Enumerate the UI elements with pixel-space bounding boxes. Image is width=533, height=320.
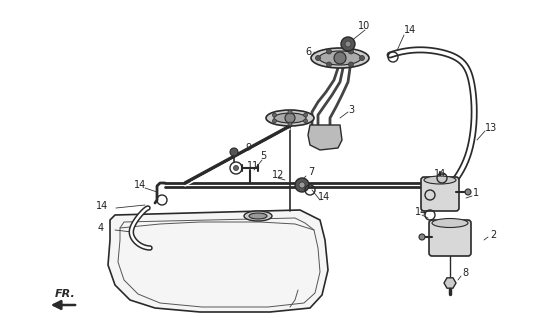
Circle shape <box>288 122 292 126</box>
Polygon shape <box>108 210 328 312</box>
Circle shape <box>230 148 238 156</box>
Circle shape <box>327 49 332 54</box>
Circle shape <box>345 41 351 47</box>
Circle shape <box>295 178 309 192</box>
Ellipse shape <box>266 110 314 126</box>
Circle shape <box>334 52 346 64</box>
Text: 5: 5 <box>260 151 266 161</box>
Ellipse shape <box>311 48 369 68</box>
Circle shape <box>349 49 353 54</box>
Circle shape <box>359 55 365 60</box>
Ellipse shape <box>249 213 267 219</box>
Circle shape <box>272 113 277 117</box>
Ellipse shape <box>319 51 361 65</box>
Circle shape <box>304 113 308 117</box>
Text: 11: 11 <box>247 161 259 171</box>
Circle shape <box>327 62 332 67</box>
Text: 8: 8 <box>462 268 468 278</box>
Text: 12: 12 <box>272 170 285 180</box>
Polygon shape <box>444 278 456 288</box>
Circle shape <box>304 119 308 123</box>
Circle shape <box>341 37 355 51</box>
Text: FR.: FR. <box>55 289 76 299</box>
FancyBboxPatch shape <box>421 177 459 211</box>
Text: 14: 14 <box>404 25 416 35</box>
Text: 3: 3 <box>348 105 354 115</box>
Polygon shape <box>308 125 342 150</box>
Text: 14: 14 <box>434 169 446 179</box>
Text: 4: 4 <box>98 223 104 233</box>
Circle shape <box>419 234 425 240</box>
Circle shape <box>285 113 295 123</box>
Text: 1: 1 <box>473 188 479 198</box>
FancyBboxPatch shape <box>429 220 471 256</box>
Circle shape <box>299 182 305 188</box>
Circle shape <box>349 62 353 67</box>
Circle shape <box>465 189 471 195</box>
Circle shape <box>272 119 277 123</box>
Text: 2: 2 <box>490 230 496 240</box>
Ellipse shape <box>424 176 456 184</box>
Text: 14: 14 <box>415 207 427 217</box>
Text: 13: 13 <box>485 123 497 133</box>
Text: 9: 9 <box>245 143 251 153</box>
Text: 14: 14 <box>318 192 330 202</box>
Text: 10: 10 <box>358 21 370 31</box>
Text: 7: 7 <box>308 167 314 177</box>
Ellipse shape <box>432 219 468 228</box>
Circle shape <box>233 165 238 171</box>
Text: 14: 14 <box>96 201 108 211</box>
Circle shape <box>288 110 292 114</box>
Ellipse shape <box>244 211 272 221</box>
Circle shape <box>316 55 320 60</box>
Text: 14: 14 <box>134 180 146 190</box>
Ellipse shape <box>274 113 306 123</box>
Text: 6: 6 <box>305 47 311 57</box>
